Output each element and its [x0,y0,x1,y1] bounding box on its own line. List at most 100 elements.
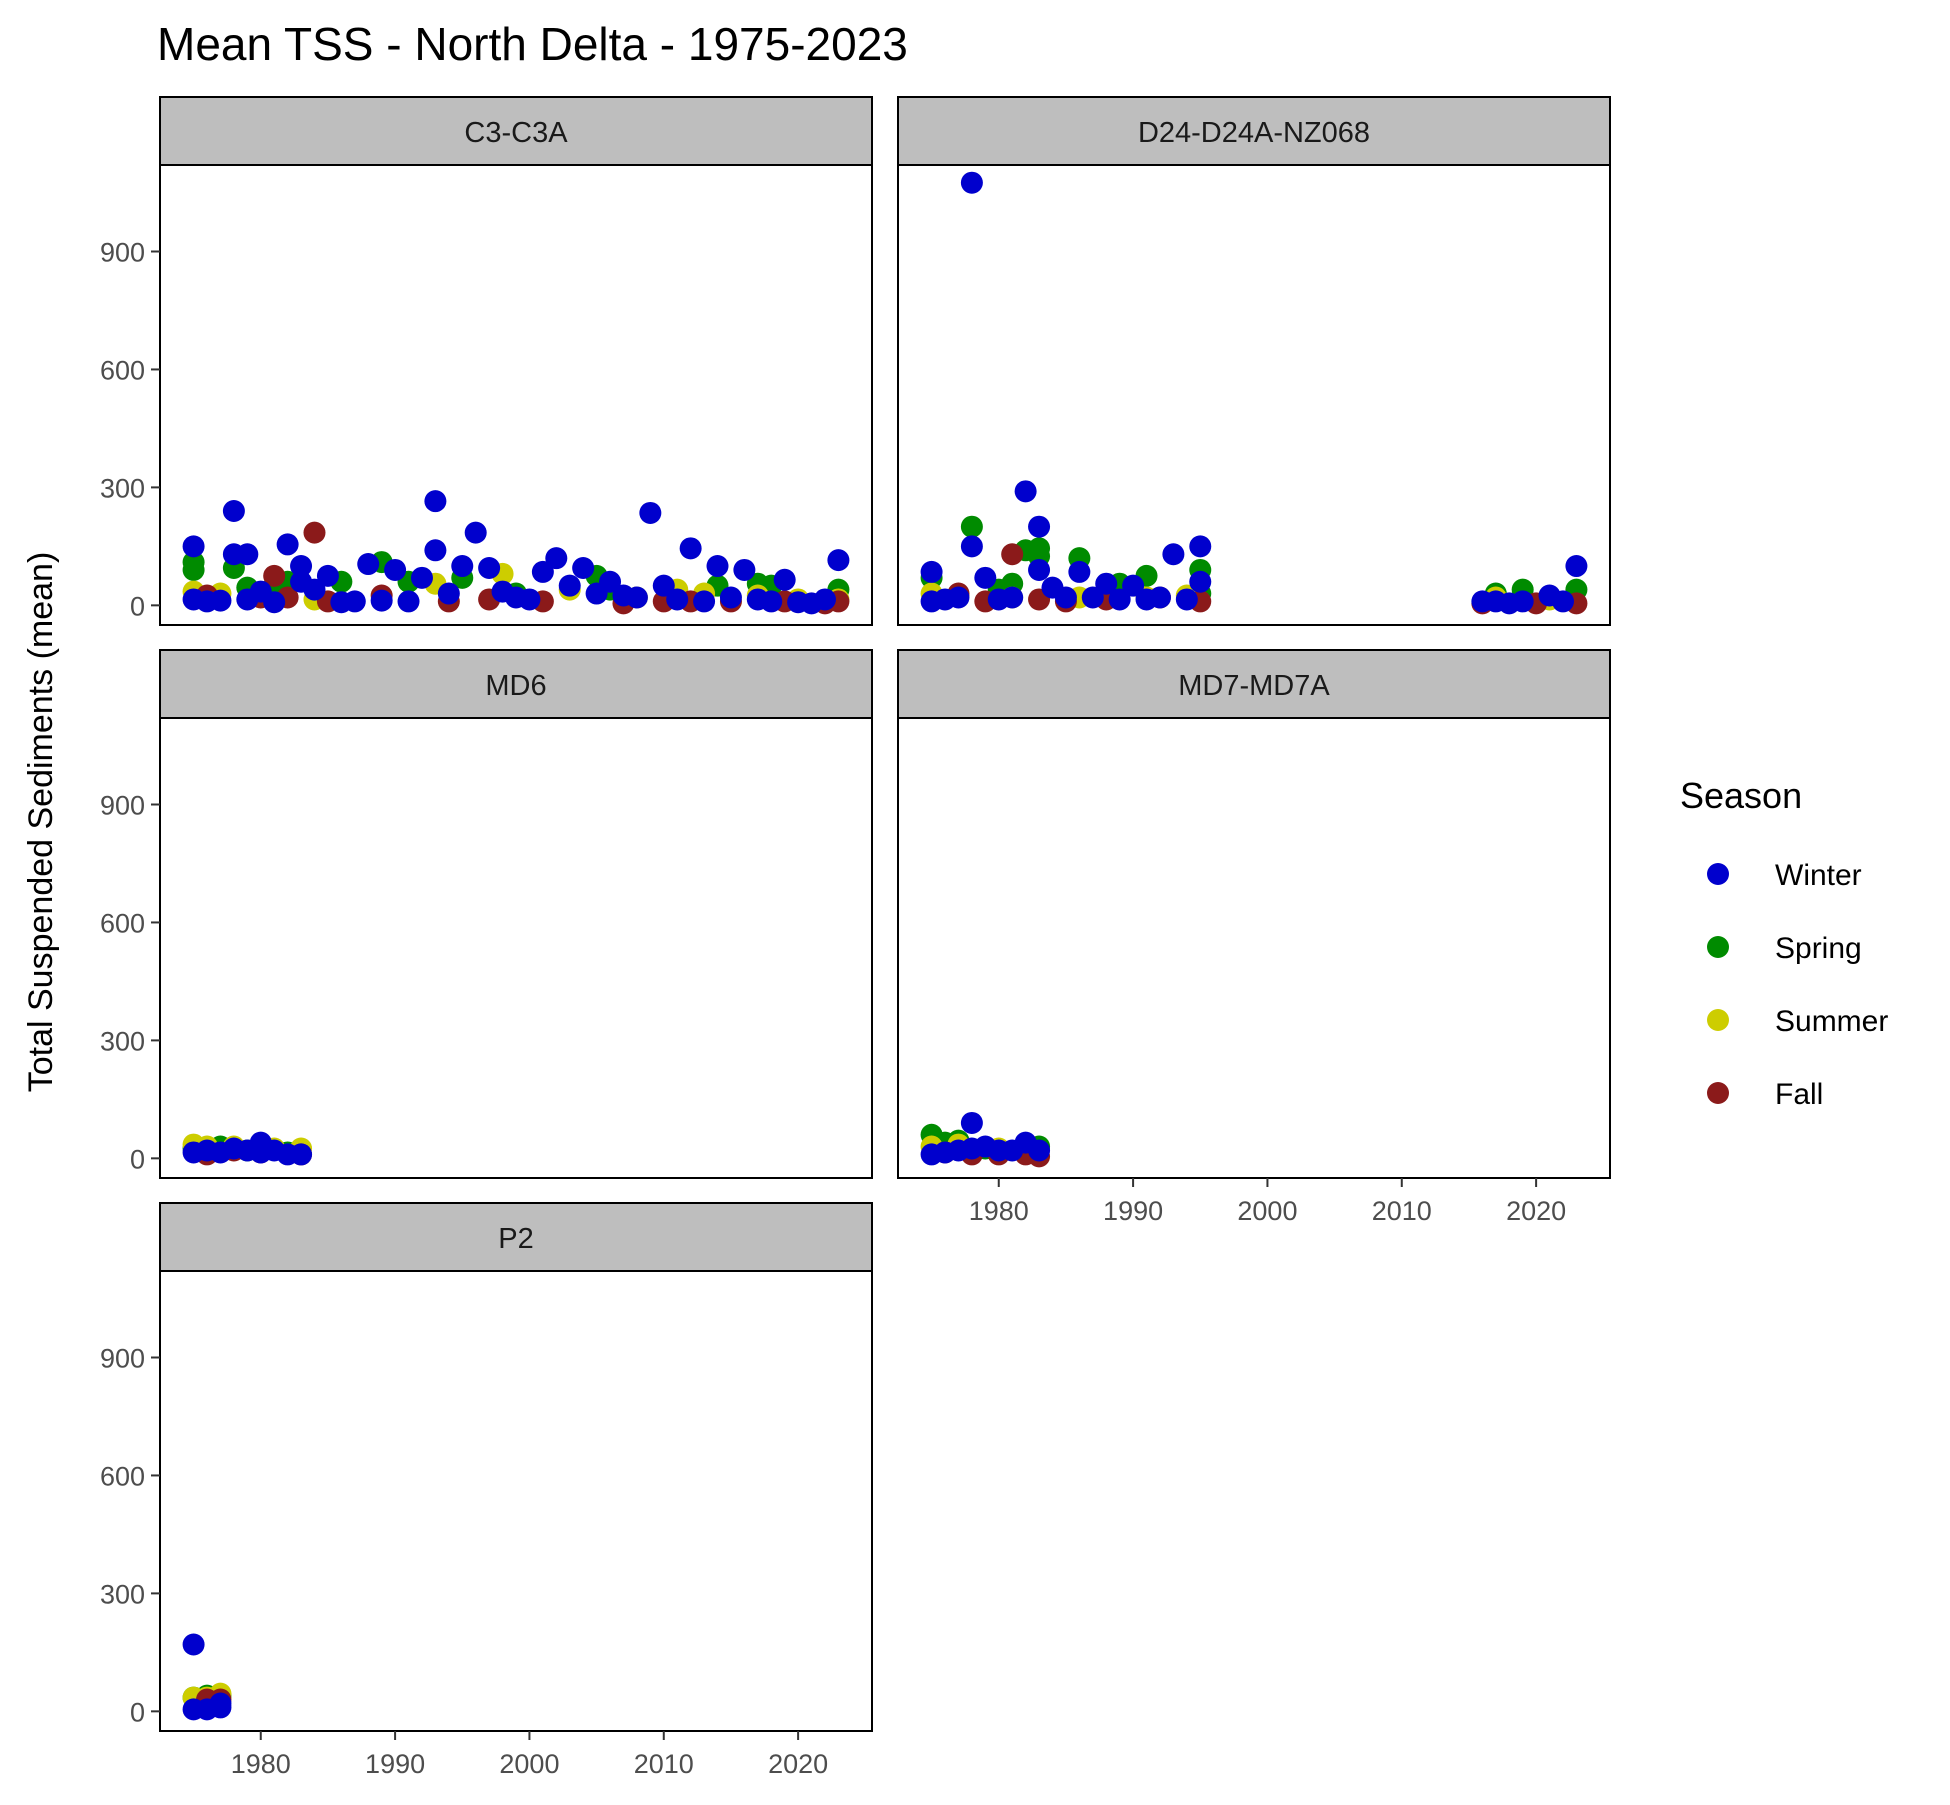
x-tick-label: 2010 [634,1749,694,1779]
panel-md7-md7a: MD7-MD7A 1980 1990 2000 2010 2020 [897,649,1611,1226]
point-winter [290,1143,313,1166]
point-winter [960,1111,983,1134]
point-winter [558,574,581,597]
legend-label-spring: Spring [1775,932,1862,965]
panel-d24-d24a-nz068: D24-D24A-NZ068 [897,96,1611,626]
panel-plot-area [159,717,873,1179]
point-winter [182,1633,205,1656]
legend-label-winter: Winter [1775,859,1862,892]
point-winter [1014,480,1037,503]
point-winter [1054,586,1077,609]
y-tick-label: 900 [100,1343,145,1373]
point-winter [572,556,595,579]
panel-strip [159,96,873,166]
point-winter [545,547,568,570]
legend-key-winter [1707,863,1729,885]
panel-strip-label: P2 [498,1223,533,1255]
legend: Season Winter Spring Summer Fall [1680,775,1888,1111]
x-tick-label: 1990 [365,1749,425,1779]
point-winter [1028,1139,1051,1162]
chart-title: Mean TSS - North Delta - 1975-2023 [157,18,908,70]
point-fall [263,564,286,587]
point-winter [733,558,756,581]
legend-title: Season [1680,775,1802,816]
point-winter [464,521,487,544]
y-tick-label: 600 [100,355,145,385]
point-winter [813,588,836,611]
point-winter [424,490,447,513]
point-winter [1108,588,1131,611]
y-tick-label: 600 [100,908,145,938]
point-winter [478,556,501,579]
panel-c3-c3a: C3-C3A 0 300 600 900 [100,96,873,626]
point-winter [182,535,205,558]
point-winter [397,590,420,613]
x-tick-label: 2020 [1506,1196,1566,1226]
point-winter [1189,535,1212,558]
point-winter [1551,590,1574,613]
point-winter [1148,586,1171,609]
point-spring [960,515,983,538]
panels-layer: C3-C3A 0 300 600 900 D24-D24A-NZ068 MD6 0 300 600… [100,96,1611,1779]
panel-strip [159,1202,873,1272]
y-tick-label: 300 [100,1026,145,1056]
point-winter [209,589,232,612]
point-winter [290,555,313,578]
point-winter [531,560,554,583]
panel-plot-area [159,164,873,626]
point-winter [209,1692,232,1715]
point-winter [410,566,433,589]
point-winter [1189,570,1212,593]
point-winter [437,582,460,605]
panel-strip-label: MD7-MD7A [1178,670,1330,702]
point-winter [316,564,339,587]
point-winter [1081,586,1104,609]
point-winter [222,499,245,522]
point-winter [599,570,622,593]
y-axis-label: Total Suspended Sediments (mean) [22,552,60,1093]
point-winter [1095,572,1118,595]
x-tick-label: 1980 [231,1749,291,1779]
y-tick-label: 900 [100,237,145,267]
point-winter [666,588,689,611]
y-tick-label: 300 [100,473,145,503]
point-winter [827,549,850,572]
point-spring [182,558,205,581]
point-winter [518,588,541,611]
point-winter [1028,515,1051,538]
point-winter [960,171,983,194]
point-winter [1565,555,1588,578]
legend-key-fall [1707,1082,1729,1104]
point-winter [947,586,970,609]
point-winter [960,535,983,558]
point-winter [1068,560,1091,583]
panel-strip-label: MD6 [485,670,546,702]
point-winter [276,533,299,556]
x-tick-label: 2010 [1372,1196,1432,1226]
point-winter [370,589,393,612]
point-winter [1511,590,1534,613]
y-tick-label: 600 [100,1461,145,1491]
point-winter [303,578,326,601]
point-winter [357,553,380,576]
y-tick-label: 0 [130,1144,145,1174]
panel-p2: P2 0 300 600 900 1980 1990 2000 2010 2020 [100,1202,873,1779]
point-winter [625,586,648,609]
point-winter [1175,588,1198,611]
panel-md6: MD6 0 300 600 900 [100,649,873,1179]
panel-strip [159,649,873,719]
point-winter [424,539,447,562]
panel-strip-label: C3-C3A [464,117,568,149]
point-winter [236,543,259,566]
panel-plot-area [897,717,1611,1179]
point-winter [706,555,729,578]
legend-key-spring [1707,936,1729,958]
legend-key-summer [1707,1009,1729,1031]
point-fall [1001,543,1024,566]
x-tick-label: 2000 [499,1749,559,1779]
x-tick-label: 1980 [969,1196,1029,1226]
y-tick-label: 0 [130,591,145,621]
y-tick-label: 900 [100,790,145,820]
